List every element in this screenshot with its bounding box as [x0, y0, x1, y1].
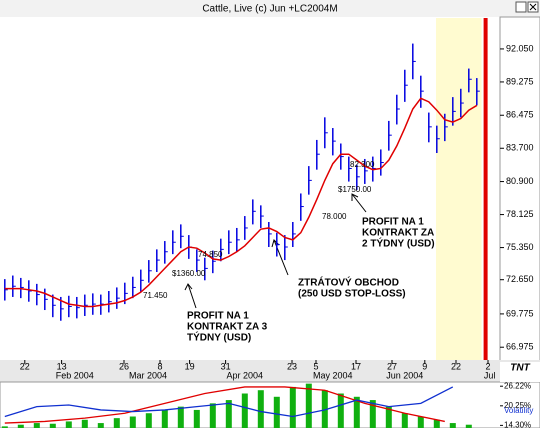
x-tick-label: 22: [451, 361, 461, 371]
volatility-bar: [353, 396, 360, 428]
y-tick-label: 20.25%: [504, 401, 531, 410]
volatility-bar: [449, 423, 456, 428]
volatility-bar: [305, 383, 312, 428]
volatility-bar: [33, 423, 40, 428]
arrow-head: [351, 193, 359, 201]
month-label: Feb 2004: [56, 370, 94, 380]
x-tick-label: 23: [287, 361, 297, 371]
volatility-bar: [369, 400, 376, 428]
volatility-line: [4, 386, 445, 424]
x-tick-label: 17: [351, 361, 361, 371]
volatility-bar: [257, 390, 264, 428]
annotation: KONTRAKT ZA: [362, 228, 434, 239]
volatility-bar: [177, 406, 184, 428]
annotation: 71.450: [143, 291, 168, 300]
arrow-head: [184, 283, 193, 291]
volatility-bar: [401, 413, 408, 428]
logo-box: [500, 362, 540, 382]
volatility-line: [4, 386, 454, 418]
window-title: Cattle, Live (c) Jun +LC2004M: [202, 4, 337, 15]
volatility-bar: [289, 386, 296, 428]
x-tick-label: 5: [313, 361, 318, 371]
arrow: [187, 283, 197, 309]
volatility-bar: [129, 416, 136, 428]
annotation: KONTRAKT ZA 3: [187, 322, 268, 333]
volatility-bar: [49, 423, 56, 428]
y-tick-label: 72.650: [506, 274, 534, 284]
logo: TNT: [510, 363, 530, 374]
volatility-bar: [225, 400, 232, 428]
y-tick-label: 80.900: [506, 176, 534, 186]
close-icon: [529, 3, 537, 11]
volatility-bar: [337, 393, 344, 428]
month-label: Jun 2004: [386, 370, 423, 380]
annotation: PROFIT NA 1: [187, 311, 249, 322]
volatility-bar: [385, 406, 392, 428]
x-tick-label: 19: [185, 361, 195, 371]
title-bar: [0, 0, 540, 17]
highlight-region: [436, 18, 482, 360]
month-label: Mar 2004: [129, 370, 167, 380]
x-tick-label: 2: [485, 361, 490, 371]
volatility-bar: [273, 396, 280, 428]
panel-label: Volatility: [504, 406, 533, 415]
minimize-button[interactable]: [515, 1, 527, 13]
volatility-bar: [81, 419, 88, 428]
y-tick-label: 66.975: [506, 342, 534, 352]
price-axis: [499, 16, 540, 363]
volatility-panel: [0, 381, 540, 428]
volatility-bar: [193, 409, 200, 428]
volatility-bar: [433, 419, 440, 428]
volatility-bar: [97, 423, 104, 428]
x-tick-label: 13: [57, 361, 67, 371]
annotation: TÝDNY (USD): [187, 331, 251, 344]
x-tick-label: 22: [20, 361, 30, 371]
annotation: ZTRÁTOVÝ OBCHOD: [298, 276, 399, 289]
x-tick-label: 26: [119, 361, 129, 371]
arrow: [351, 193, 367, 213]
volatility-bar: [465, 424, 472, 428]
volatility-bar: [17, 424, 24, 428]
volatility-bar: [113, 418, 120, 428]
annotation: 82.300: [350, 160, 375, 169]
annotation: $1360.00: [172, 269, 206, 278]
month-label: Apr 2004: [227, 370, 264, 380]
volatility-bar: [417, 416, 424, 428]
y-tick-label: 86.475: [506, 110, 534, 120]
y-tick-label: 14.30%: [504, 420, 531, 428]
y-tick-label: 78.125: [506, 209, 534, 219]
volatility-bar: [1, 426, 8, 428]
x-tick-label: 31: [221, 361, 231, 371]
volatility-bar: [209, 403, 216, 428]
month-label: Jul: [484, 370, 496, 380]
annotation: PROFIT NA 1: [362, 217, 424, 228]
x-tick-label: 9: [422, 361, 427, 371]
y-tick-label: 75.350: [506, 242, 534, 252]
month-label: May 2004: [313, 370, 353, 380]
volatility-bar: [321, 390, 328, 428]
volatility-bar: [161, 409, 168, 428]
moving-average: [4, 97, 478, 308]
volatility-bar: [241, 393, 248, 428]
annotation: 78.000: [322, 212, 347, 221]
annotation: 74.850: [198, 250, 223, 259]
y-tick-label: 26.22%: [504, 381, 531, 390]
y-tick-label: 69.775: [506, 308, 534, 318]
volatility-bar: [65, 421, 72, 428]
y-tick-label: 89.275: [506, 76, 534, 86]
annotation: $1750.00: [338, 185, 372, 194]
annotation: (250 USD STOP-LOSS): [298, 289, 406, 300]
annotation: 2 TÝDNY (USD): [362, 237, 435, 250]
y-tick-label: 92.050: [506, 43, 534, 53]
x-tick-label: 8: [157, 361, 162, 371]
volatility-bar: [145, 413, 152, 428]
date-axis: [0, 360, 540, 382]
y-tick-label: 83.700: [506, 143, 534, 153]
x-tick-label: 27: [387, 361, 397, 371]
